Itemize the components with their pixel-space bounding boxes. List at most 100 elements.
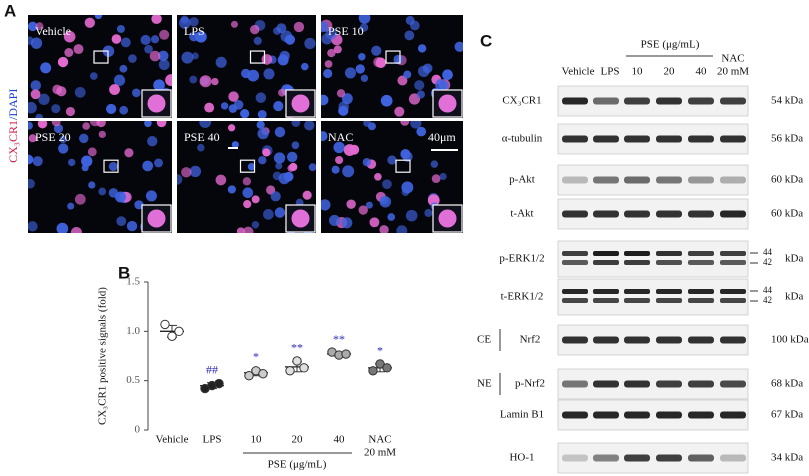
cell [442,69,453,81]
cells [178,15,316,118]
blot-strip [557,198,749,230]
blot-band [656,298,682,303]
cell [258,156,267,165]
cell [28,36,34,45]
blot-band [593,380,619,388]
cell [180,15,189,24]
lane-label: 40 [696,66,708,78]
cell [158,59,170,71]
cell [358,53,366,61]
blot-band [720,135,746,143]
size-label: 54 kDa [771,95,803,107]
blot-strip [557,442,749,474]
cell [355,64,365,74]
blot-band [624,135,650,143]
cell [270,191,281,202]
blot-band [593,97,619,105]
blot-band [593,298,619,303]
cell [227,124,236,132]
blot-band [624,260,650,265]
x-tick-label: Vehicle [156,434,189,446]
x-tick-label: 10 [251,434,263,446]
micrograph: PSE 20 [28,121,172,233]
row-label: Nrf2 [520,334,541,346]
cell [338,101,350,112]
blot-band [624,289,650,294]
blot-band [624,97,650,105]
cell [321,94,329,106]
significance: ## [206,362,218,376]
blot-band [688,210,714,218]
inset-cell [438,209,457,228]
size-unit: kDa [785,253,803,265]
inset-cell [291,94,310,113]
cell [304,121,315,131]
blot-strip [557,324,749,356]
micrograph: Vehicle [28,15,172,118]
cell [231,141,239,149]
blot-band [720,97,746,105]
cell [341,93,353,105]
blot-strip [557,399,749,431]
cell [51,121,61,127]
size-label: 44 [763,285,773,295]
cell [89,121,101,127]
lane-label: 10 [632,66,644,78]
data-point [299,363,309,373]
cell [301,62,309,71]
cell [278,88,286,97]
cell [64,48,74,58]
image-label: PSE 20 [35,130,71,144]
blot-band [562,210,588,218]
row-label: p-ERK1/2 [499,253,544,265]
cell [145,190,157,202]
cell [291,121,301,127]
image-label: PSE 40 [184,130,220,144]
cell [333,141,345,154]
blot-strip [557,164,749,196]
cell [220,102,229,110]
cell [274,207,286,218]
significance: ** [333,332,345,346]
cell [336,89,346,98]
cell [304,37,316,50]
size-label: 68 kDa [771,378,803,390]
stain-label: CX₃CR1 [6,120,20,163]
cell [382,179,392,190]
cell [362,158,371,167]
data-point [167,331,177,341]
cell [328,214,341,227]
blot-band [562,411,588,419]
data-point [368,366,378,376]
cell [371,45,382,56]
cell [181,167,192,178]
cell [387,213,396,221]
cell [35,22,44,30]
cell [116,24,125,33]
blot-band [688,380,714,388]
size-unit: kDa [785,291,803,303]
significance: ** [291,341,303,355]
cell [88,181,96,189]
size-label: 42 [763,257,772,267]
image-label: LPS [184,24,205,38]
cell [394,106,405,117]
cell [435,79,448,91]
cell [81,164,89,172]
cell [284,34,296,45]
cell [38,93,50,106]
significance: * [253,350,259,364]
x-tick-label: LPS [203,434,222,446]
cell [277,54,289,66]
lane-label: 20 [664,66,676,78]
y-tick-label: 0 [135,424,141,436]
blot-band [624,336,650,344]
data-point [258,369,268,379]
data-point [375,359,385,369]
cell [380,94,393,107]
data-point [160,319,170,330]
y-axis-label: CX₃CR1 positive signals (fold) [97,287,109,425]
cell [321,199,331,211]
blot-band [562,135,588,143]
blot-band [688,97,714,105]
